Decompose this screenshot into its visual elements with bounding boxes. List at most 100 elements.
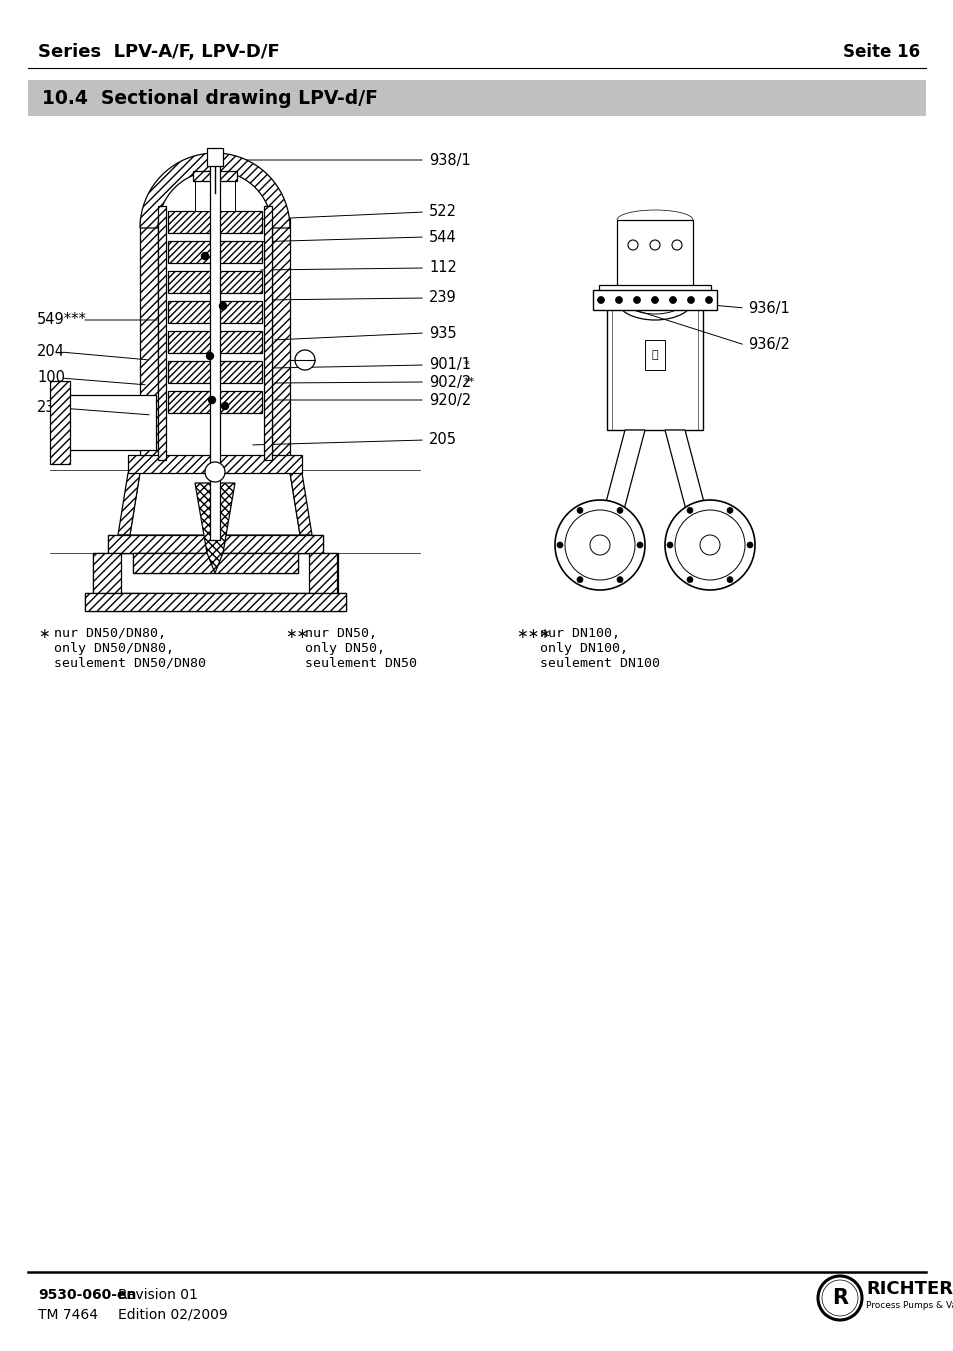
Text: 100: 100 bbox=[37, 370, 65, 385]
Bar bbox=[132, 553, 297, 573]
Circle shape bbox=[221, 403, 229, 409]
Text: ∗: ∗ bbox=[38, 627, 50, 640]
Text: Revision 01: Revision 01 bbox=[118, 1288, 197, 1302]
Polygon shape bbox=[290, 473, 312, 535]
Polygon shape bbox=[130, 473, 299, 535]
Circle shape bbox=[686, 577, 692, 582]
Circle shape bbox=[746, 542, 752, 549]
Circle shape bbox=[209, 396, 215, 404]
Text: seulement DN100: seulement DN100 bbox=[539, 657, 659, 670]
Bar bbox=[108, 535, 323, 553]
Circle shape bbox=[617, 508, 622, 513]
Bar bbox=[85, 593, 346, 611]
Text: 237: 237 bbox=[37, 400, 65, 416]
Circle shape bbox=[577, 508, 582, 513]
Text: 112: 112 bbox=[429, 261, 456, 276]
Polygon shape bbox=[664, 430, 709, 526]
Text: nur DN50,: nur DN50, bbox=[305, 627, 376, 640]
Text: only DN50,: only DN50, bbox=[305, 642, 385, 655]
Polygon shape bbox=[118, 473, 140, 535]
Bar bbox=[168, 301, 262, 323]
Text: 10.4  Sectional drawing LPV-d/F: 10.4 Sectional drawing LPV-d/F bbox=[42, 89, 377, 108]
Circle shape bbox=[637, 542, 642, 549]
Circle shape bbox=[205, 462, 225, 482]
Text: 522: 522 bbox=[429, 204, 456, 219]
Bar bbox=[309, 553, 336, 593]
Circle shape bbox=[705, 296, 712, 304]
Text: nur DN50/DN80,: nur DN50/DN80, bbox=[54, 627, 166, 640]
Text: Series  LPV-A/F, LPV-D/F: Series LPV-A/F, LPV-D/F bbox=[38, 43, 279, 61]
Circle shape bbox=[294, 350, 314, 370]
Text: **: ** bbox=[463, 377, 475, 386]
Circle shape bbox=[219, 303, 226, 309]
Text: ∗∗: ∗∗ bbox=[285, 627, 308, 640]
Bar bbox=[193, 172, 236, 181]
Text: Process Pumps & Valves: Process Pumps & Valves bbox=[865, 1301, 953, 1309]
Text: 549***: 549*** bbox=[37, 312, 87, 327]
Bar bbox=[128, 455, 302, 473]
Circle shape bbox=[687, 296, 694, 304]
Circle shape bbox=[564, 509, 635, 580]
Bar bbox=[272, 218, 290, 459]
Bar bbox=[168, 211, 262, 232]
Bar bbox=[194, 176, 234, 211]
Circle shape bbox=[821, 1279, 857, 1316]
Circle shape bbox=[675, 509, 744, 580]
Text: 544: 544 bbox=[429, 230, 456, 245]
Bar bbox=[617, 220, 692, 300]
Circle shape bbox=[615, 296, 622, 304]
Polygon shape bbox=[194, 484, 234, 573]
Bar bbox=[207, 149, 223, 166]
Text: 935: 935 bbox=[429, 326, 456, 340]
Circle shape bbox=[669, 296, 676, 304]
Text: seulement DN50: seulement DN50 bbox=[305, 657, 416, 670]
Bar bbox=[92, 553, 337, 593]
Text: *: * bbox=[463, 359, 469, 370]
Text: only DN100,: only DN100, bbox=[539, 642, 627, 655]
Circle shape bbox=[671, 240, 681, 250]
Text: Edition 02/2009: Edition 02/2009 bbox=[118, 1308, 228, 1323]
Bar bbox=[593, 290, 717, 309]
Text: 936/1: 936/1 bbox=[747, 300, 789, 316]
Bar bbox=[68, 394, 156, 450]
Polygon shape bbox=[599, 430, 644, 526]
Circle shape bbox=[627, 240, 638, 250]
Circle shape bbox=[206, 353, 213, 359]
Text: RICHTER: RICHTER bbox=[865, 1279, 952, 1298]
Circle shape bbox=[633, 296, 639, 304]
Circle shape bbox=[201, 253, 209, 259]
Text: TM 7464: TM 7464 bbox=[38, 1308, 98, 1323]
Bar bbox=[168, 361, 262, 382]
Text: Seite 16: Seite 16 bbox=[842, 43, 919, 61]
Text: 938/1: 938/1 bbox=[429, 153, 470, 168]
Circle shape bbox=[577, 577, 582, 582]
Bar bbox=[598, 285, 710, 300]
Bar bbox=[606, 300, 702, 430]
Bar bbox=[210, 163, 220, 540]
Text: 205: 205 bbox=[429, 432, 456, 447]
Bar bbox=[140, 218, 158, 459]
Circle shape bbox=[555, 500, 644, 590]
Text: 239: 239 bbox=[429, 290, 456, 305]
Bar bbox=[108, 535, 323, 553]
Circle shape bbox=[817, 1275, 862, 1320]
Bar bbox=[168, 272, 262, 293]
Text: nur DN100,: nur DN100, bbox=[539, 627, 619, 640]
Circle shape bbox=[686, 508, 692, 513]
Bar bbox=[85, 593, 346, 611]
Circle shape bbox=[726, 577, 732, 582]
Circle shape bbox=[700, 535, 720, 555]
Circle shape bbox=[666, 542, 672, 549]
Text: 936/2: 936/2 bbox=[747, 338, 789, 353]
Bar bbox=[264, 205, 272, 459]
Circle shape bbox=[557, 542, 562, 549]
Bar bbox=[158, 205, 166, 459]
Text: 9530-060-en: 9530-060-en bbox=[38, 1288, 136, 1302]
Text: R: R bbox=[831, 1288, 847, 1308]
Polygon shape bbox=[140, 153, 290, 228]
Bar bbox=[132, 553, 297, 573]
Circle shape bbox=[649, 240, 659, 250]
Bar bbox=[168, 331, 262, 353]
Text: 902/2: 902/2 bbox=[429, 374, 471, 389]
Text: 901/1: 901/1 bbox=[429, 358, 471, 373]
